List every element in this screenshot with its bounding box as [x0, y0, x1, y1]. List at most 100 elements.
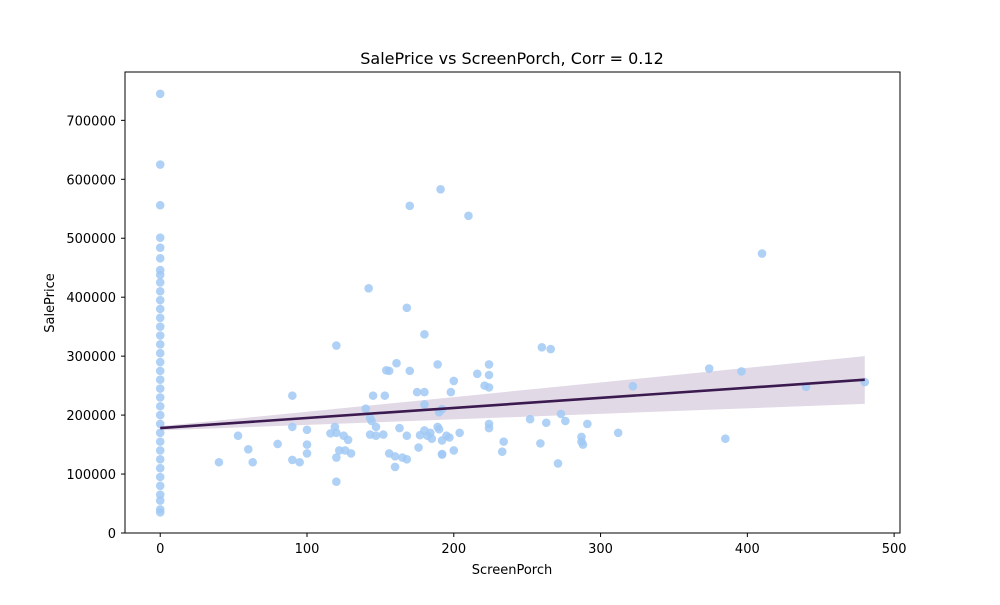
data-point	[155, 428, 165, 438]
data-point	[384, 366, 394, 376]
data-point	[583, 419, 592, 429]
data-point	[214, 457, 224, 467]
data-point	[367, 416, 376, 426]
plot-area-frame	[124, 71, 901, 534]
data-point	[553, 459, 563, 468]
data-point	[405, 366, 415, 376]
y-axis-label: SalePrice	[43, 273, 58, 333]
x-tick-label: 300	[588, 542, 613, 557]
data-point	[537, 343, 547, 352]
data-point	[380, 391, 390, 400]
data-point	[472, 369, 482, 379]
x-tick-label: 200	[441, 542, 466, 557]
data-points-layer	[155, 89, 870, 517]
data-point	[371, 422, 381, 432]
data-point	[497, 447, 507, 456]
data-point	[436, 185, 445, 194]
data-point	[390, 462, 400, 472]
data-point	[368, 391, 378, 400]
data-point	[420, 387, 429, 397]
data-point	[332, 453, 341, 462]
data-point	[446, 387, 456, 397]
data-point	[155, 278, 165, 287]
data-point	[427, 434, 437, 443]
data-point	[155, 481, 165, 491]
regression-line-layer	[160, 378, 865, 430]
data-point	[361, 404, 371, 413]
y-axis-ticks: 0 100000 200000 300000 400000 500000 600000 700…	[66, 114, 125, 542]
data-point	[155, 322, 165, 331]
data-point	[273, 439, 282, 449]
y-tick-label: 0	[108, 527, 116, 542]
data-point	[302, 449, 312, 458]
data-point	[704, 364, 714, 373]
data-point	[449, 376, 459, 386]
x-axis-ticks: 0 100 200 300 400 500	[156, 533, 907, 557]
data-point	[155, 253, 165, 263]
data-point	[155, 366, 165, 376]
data-point	[395, 423, 404, 433]
data-point	[155, 357, 165, 367]
data-point	[484, 370, 494, 380]
data-point	[737, 367, 746, 376]
data-point	[155, 375, 165, 385]
data-point	[332, 428, 341, 438]
data-point	[155, 401, 165, 411]
y-tick-label: 700000	[66, 114, 116, 129]
data-point	[155, 455, 165, 464]
y-tick-label: 600000	[66, 173, 116, 188]
data-point	[525, 414, 535, 424]
data-point	[561, 416, 570, 426]
y-tick-label: 100000	[66, 468, 116, 483]
data-point	[155, 200, 165, 210]
x-tick-label: 0	[156, 542, 164, 557]
data-point	[757, 249, 767, 258]
data-point	[392, 358, 401, 368]
data-point	[420, 400, 429, 409]
data-point	[332, 341, 341, 350]
data-point	[233, 431, 243, 441]
confidence-band	[160, 356, 865, 431]
data-point	[155, 496, 165, 505]
data-point	[295, 457, 304, 467]
data-point	[288, 455, 297, 465]
data-point	[155, 348, 165, 358]
data-point	[155, 508, 165, 517]
confidence-band-layer	[160, 356, 865, 431]
data-point	[155, 286, 165, 296]
data-point	[346, 449, 356, 458]
data-point	[364, 284, 373, 293]
data-point	[414, 443, 423, 452]
data-point	[556, 409, 566, 419]
data-point	[721, 434, 730, 443]
data-point	[402, 455, 412, 464]
data-point	[420, 330, 429, 339]
data-point	[155, 89, 165, 99]
data-point	[248, 457, 257, 467]
data-point	[437, 450, 447, 459]
data-point	[546, 344, 555, 354]
data-point	[332, 477, 341, 487]
data-point	[371, 431, 381, 441]
data-point	[155, 437, 165, 446]
data-point	[155, 410, 165, 420]
data-point	[412, 387, 422, 397]
y-tick-label: 400000	[66, 291, 116, 306]
data-point	[155, 490, 165, 499]
data-point	[499, 437, 508, 446]
data-point	[484, 360, 494, 369]
data-point	[155, 243, 165, 252]
data-point	[155, 160, 165, 169]
x-tick-label: 500	[882, 542, 907, 557]
data-point	[405, 201, 415, 211]
data-point	[155, 463, 165, 473]
y-tick-label: 500000	[66, 232, 116, 247]
data-point	[390, 452, 400, 461]
data-point	[155, 270, 165, 280]
data-point	[155, 384, 165, 393]
chart-title: SalePrice vs ScreenPorch, Corr = 0.12	[360, 49, 664, 68]
data-point	[302, 425, 312, 435]
data-point	[434, 424, 444, 434]
x-axis-label: ScreenPorch	[472, 563, 552, 578]
